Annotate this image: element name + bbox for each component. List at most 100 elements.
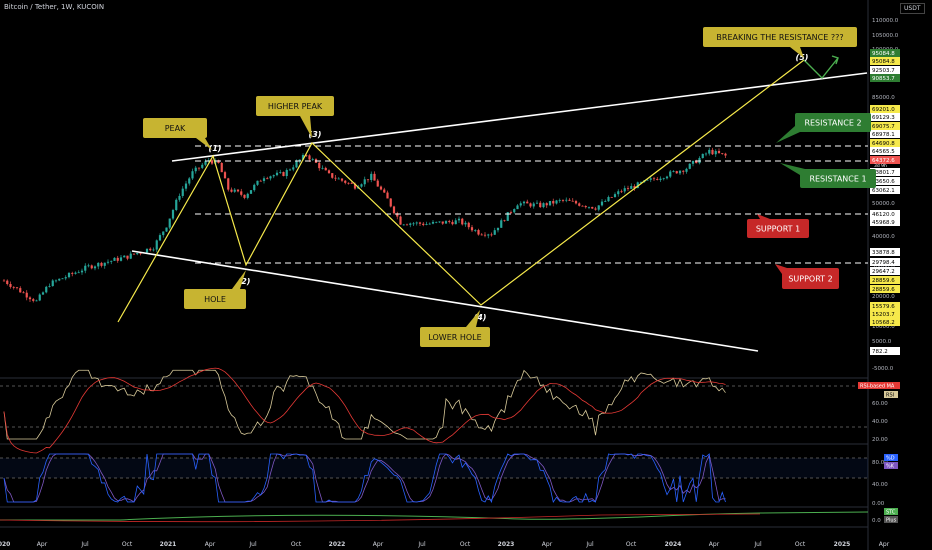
callout-box — [747, 219, 809, 238]
stc-line — [0, 511, 869, 521]
callout-text: RESISTANCE 1 — [809, 175, 866, 184]
price-tag-label: 15203.7 — [872, 312, 895, 318]
candle-body — [431, 221, 435, 224]
candle-body — [604, 201, 607, 202]
x-tick-label: Apr — [542, 541, 553, 548]
candle-body — [665, 176, 669, 179]
candle-body — [474, 230, 477, 231]
wave-label: (5) — [796, 53, 809, 62]
candle-body — [532, 203, 535, 207]
candle-body — [197, 167, 201, 169]
candle-body — [149, 248, 152, 251]
wave-path — [117, 59, 805, 323]
price-tag — [870, 74, 900, 82]
stc-tick-label: 0.0 — [872, 518, 881, 524]
candle-body — [64, 277, 67, 279]
stoch-tick-label: 40.00 — [872, 482, 888, 488]
x-tick-label: Jul — [417, 541, 426, 548]
candle-body — [67, 272, 71, 278]
price-tag-label: 29647.2 — [872, 269, 895, 275]
candle-body — [340, 178, 344, 181]
candle-body — [344, 180, 347, 183]
wave-label: (1) — [209, 144, 222, 153]
candle-body — [506, 212, 509, 221]
x-tick-label: Apr — [205, 541, 216, 548]
candle-body — [110, 260, 113, 262]
callout-pointer — [300, 116, 312, 138]
candle-body — [587, 206, 591, 208]
candle-body — [444, 221, 448, 224]
candle-body — [435, 221, 438, 223]
candle-body — [331, 173, 334, 178]
price-tag — [870, 49, 900, 57]
candle-body — [467, 222, 470, 228]
candle-body — [256, 180, 259, 185]
candle-body — [379, 186, 383, 190]
candle-body — [282, 172, 285, 177]
candle-body — [464, 222, 467, 225]
price-tag — [870, 113, 900, 121]
candle-body — [500, 220, 503, 228]
candle-body — [158, 235, 162, 241]
rsi-line — [3, 369, 726, 440]
candle-body — [106, 261, 110, 263]
candle-body — [600, 201, 604, 206]
candle-body — [662, 178, 665, 180]
candle-body — [35, 300, 38, 302]
y-tick-label: 50000.0 — [872, 201, 895, 207]
x-tick-label: 2020 — [0, 541, 10, 548]
callout-box — [143, 118, 207, 138]
candle-body — [279, 172, 282, 173]
stc-tag — [884, 508, 898, 515]
price-tag-label: 28859.6 — [872, 287, 895, 293]
wave-label: (2) — [238, 277, 251, 286]
candle-body — [721, 153, 724, 154]
candle-body — [100, 262, 103, 266]
callout-text: HIGHER PEAK — [268, 102, 323, 111]
currency-badge[interactable]: USDT — [900, 3, 925, 14]
price-tag — [870, 139, 900, 147]
callout-pointer — [776, 126, 800, 143]
x-tick-label: Oct — [460, 541, 471, 548]
price-tag-label: 69201.0 — [872, 107, 895, 113]
candle-body — [480, 234, 483, 236]
price-tag — [870, 267, 900, 275]
candle-body — [324, 167, 327, 171]
callout-box — [256, 96, 334, 116]
callout-text: SUPPORT 2 — [788, 275, 832, 284]
candle-body — [298, 159, 301, 162]
candle-body — [129, 253, 132, 259]
candle-body — [230, 189, 233, 192]
candle-body — [259, 180, 262, 182]
y-tick-label: 5000.0 — [872, 339, 892, 345]
candle-body — [399, 216, 402, 225]
stc-tag-label: STC — [886, 510, 896, 516]
candle-body — [405, 224, 409, 226]
candle-body — [93, 266, 97, 269]
price-tag — [870, 258, 900, 266]
candle-body — [461, 218, 464, 225]
candle-body — [38, 294, 41, 301]
candle-body — [15, 287, 19, 289]
price-countdown: 3d 9h — [874, 163, 887, 169]
price-tag-label: 69129.3 — [872, 115, 895, 121]
stoch-tag-label: %K — [886, 464, 895, 470]
candle-body — [132, 253, 136, 255]
candle-body — [682, 170, 685, 172]
candle-body — [145, 248, 149, 253]
candle-body — [285, 169, 288, 177]
projection-arrowhead — [831, 55, 839, 65]
candle-body — [165, 227, 168, 232]
price-tag-label: 33878.8 — [872, 250, 895, 256]
candle-body — [80, 270, 84, 273]
candle-body — [545, 203, 548, 206]
candle-body — [77, 272, 80, 274]
candle-body — [266, 178, 269, 180]
stoch-k-line — [3, 453, 726, 504]
candle-body — [171, 209, 175, 219]
candle-body — [249, 190, 253, 194]
candle-body — [448, 221, 451, 222]
rsi-ma-tag-label: RSI-based MA — [860, 384, 895, 390]
